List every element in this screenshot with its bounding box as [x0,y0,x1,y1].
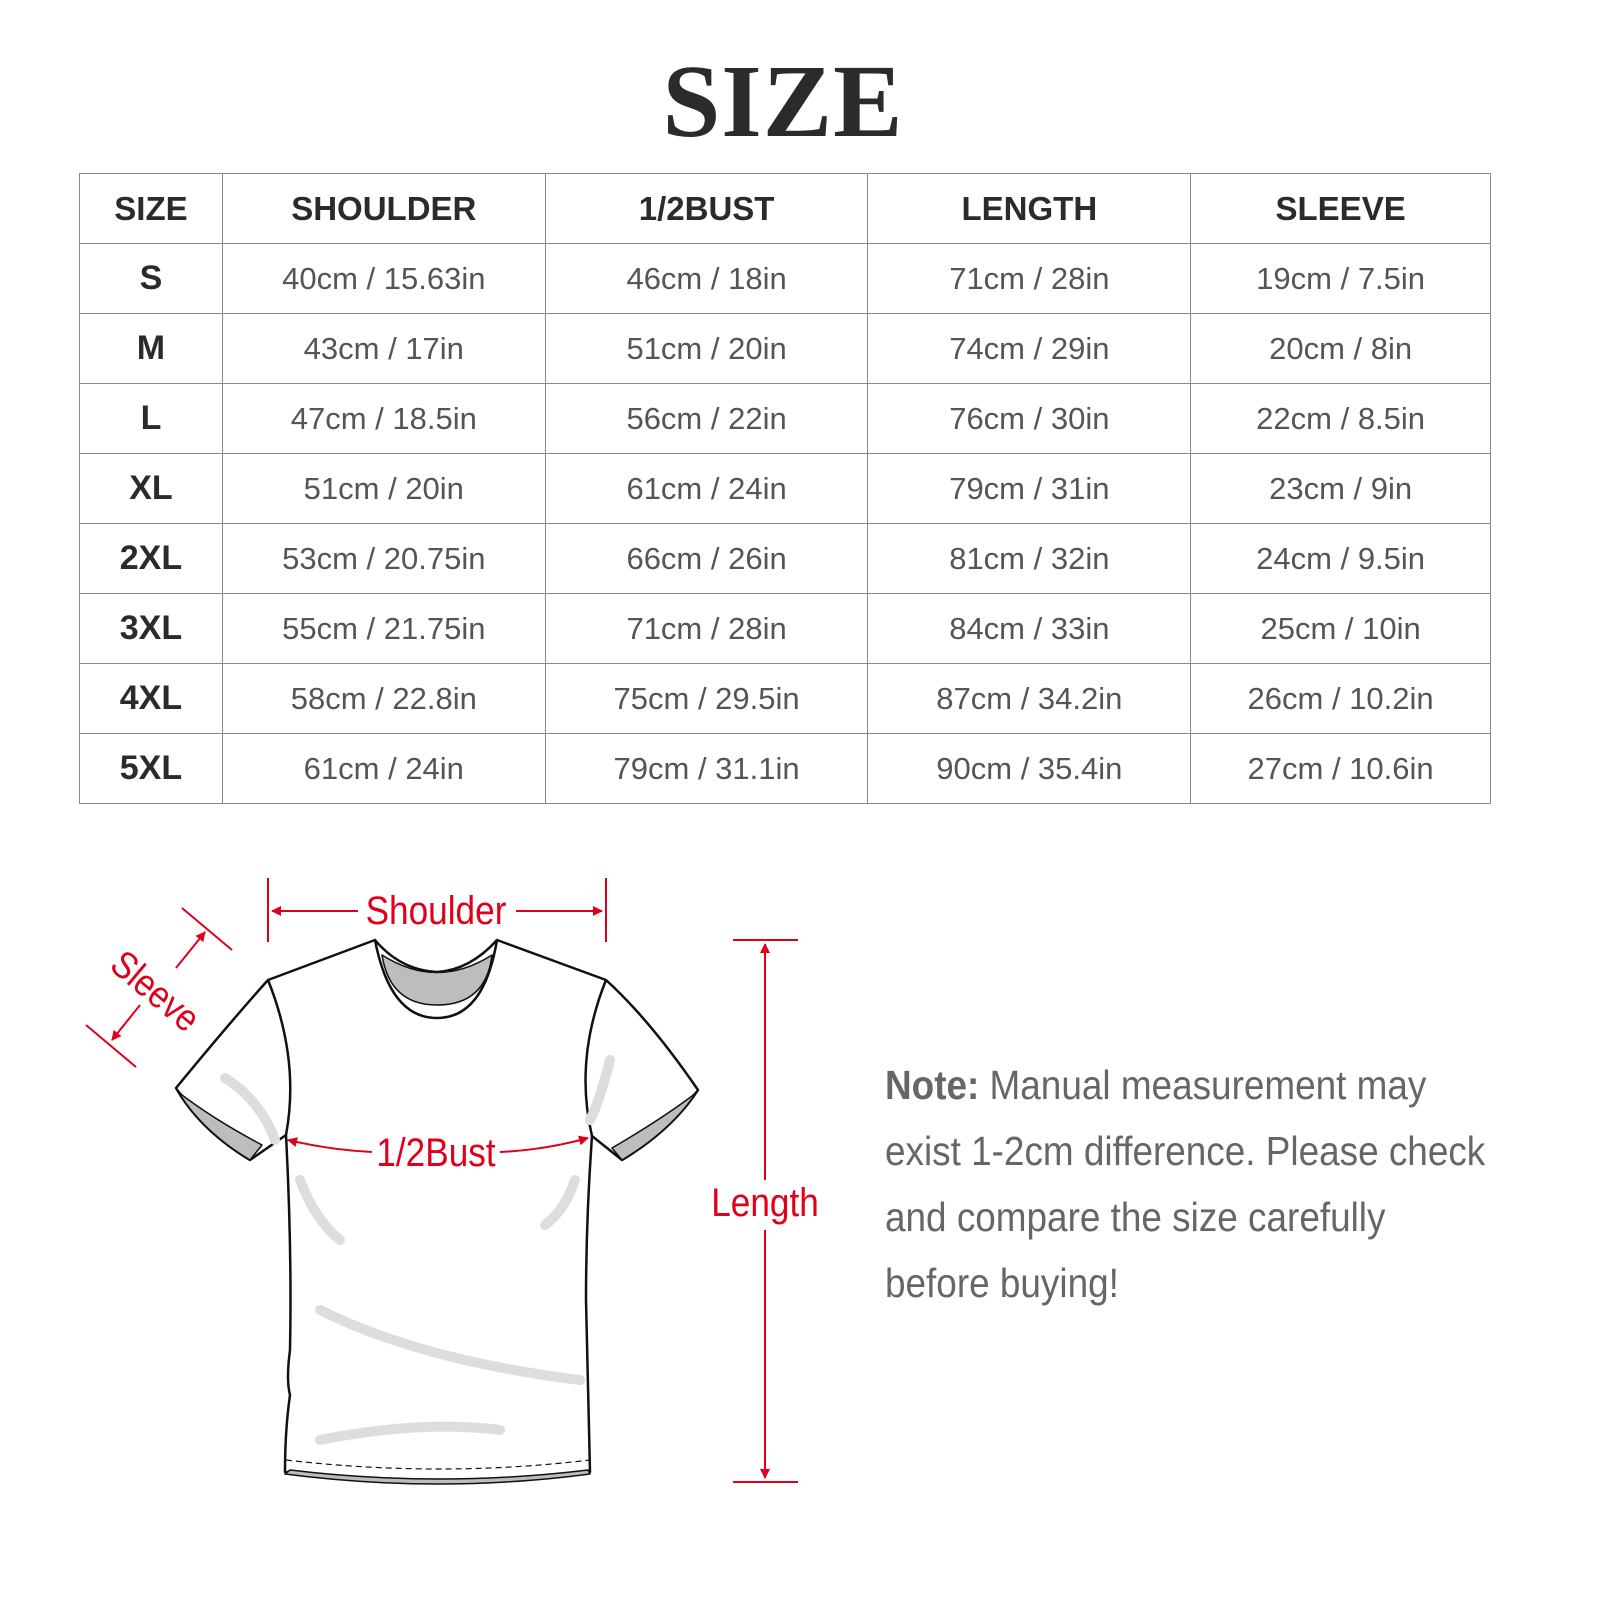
measurement-cell: 25cm / 10in [1190,593,1491,664]
table-row: 3XL 55cm / 21.75in 71cm / 28in 84cm / 33in 2… [79,593,1491,664]
measurement-cell: 53cm / 20.75in [221,523,546,594]
tshirt-illustration [174,938,700,1485]
measurement-cell: 43cm / 17in [221,313,546,384]
measurement-cell: 74cm / 29in [867,313,1192,384]
size-cell: 4XL [79,663,223,734]
note-text: Note: Manual measurement may exist 1-2cm… [885,1052,1497,1316]
measurement-cell: 56cm / 22in [544,383,869,454]
sleeve-label: Sleeve [103,942,209,1040]
measurement-cell: 90cm / 35.4in [867,733,1192,804]
table-row: XL 51cm / 20in 61cm / 24in 79cm / 31in 23cm … [79,453,1491,524]
table-row: L 47cm / 18.5in 56cm / 22in 76cm / 30in 22cm… [79,383,1491,454]
column-header: SIZE [79,173,223,244]
measurement-cell: 27cm / 10.6in [1190,733,1491,804]
measurement-cell: 84cm / 33in [867,593,1192,664]
table-row: 5XL 61cm / 24in 79cm / 31.1in 90cm / 35.4in… [79,733,1491,804]
measurement-cell: 66cm / 26in [544,523,869,594]
measurement-cell: 81cm / 32in [867,523,1192,594]
measurement-cell: 40cm / 15.63in [221,243,546,314]
size-cell: S [79,243,223,314]
measurement-cell: 20cm / 8in [1190,313,1491,384]
measurement-cell: 79cm / 31.1in [544,733,869,804]
measurement-cell: 58cm / 22.8in [221,663,546,734]
measurement-cell: 47cm / 18.5in [221,383,546,454]
size-cell: L [79,383,223,454]
measurement-cell: 51cm / 20in [221,453,546,524]
table-header-row: SIZE SHOULDER 1/2BUST LENGTH SLEEVE [79,173,1491,244]
page-title: SIZE [662,44,904,159]
table-row: M 43cm / 17in 51cm / 20in 74cm / 29in 20cm /… [79,313,1491,384]
measurement-cell: 61cm / 24in [221,733,546,804]
size-cell: 2XL [79,523,223,594]
measurement-cell: 46cm / 18in [544,243,869,314]
size-cell: 5XL [79,733,223,804]
measurement-cell: 71cm / 28in [544,593,869,664]
column-header: LENGTH [867,173,1192,244]
measurement-cell: 51cm / 20in [544,313,869,384]
table-row: S 40cm / 15.63in 46cm / 18in 71cm / 28in 19c… [79,243,1491,314]
measurement-cell: 24cm / 9.5in [1190,523,1491,594]
note-body: Manual measurement may exist 1-2cm diffe… [885,1062,1486,1306]
measurement-cell: 79cm / 31in [867,453,1192,524]
column-header: 1/2BUST [544,173,869,244]
note-prefix: Note: [885,1062,980,1108]
measurement-cell: 26cm / 10.2in [1190,663,1491,734]
measurement-cell: 61cm / 24in [544,453,869,524]
measurement-cell: 22cm / 8.5in [1190,383,1491,454]
length-label: Length [711,1180,819,1225]
column-header: SLEEVE [1190,173,1491,244]
measurement-cell: 76cm / 30in [867,383,1192,454]
size-table: SIZE SHOULDER 1/2BUST LENGTH SLEEVE S 40cm / … [79,173,1491,804]
measurement-guides [85,878,798,1483]
measurement-cell: 55cm / 21.75in [221,593,546,664]
measurement-cell: 75cm / 29.5in [544,663,869,734]
bust-label: 1/2Bust [376,1130,496,1175]
shoulder-label: Shoulder [366,888,507,933]
table-row: 2XL 53cm / 20.75in 66cm / 26in 81cm / 32in 2… [79,523,1491,594]
measurement-cell: 19cm / 7.5in [1190,243,1491,314]
size-cell: M [79,313,223,384]
measurement-cell: 23cm / 9in [1190,453,1491,524]
size-cell: 3XL [79,593,223,664]
